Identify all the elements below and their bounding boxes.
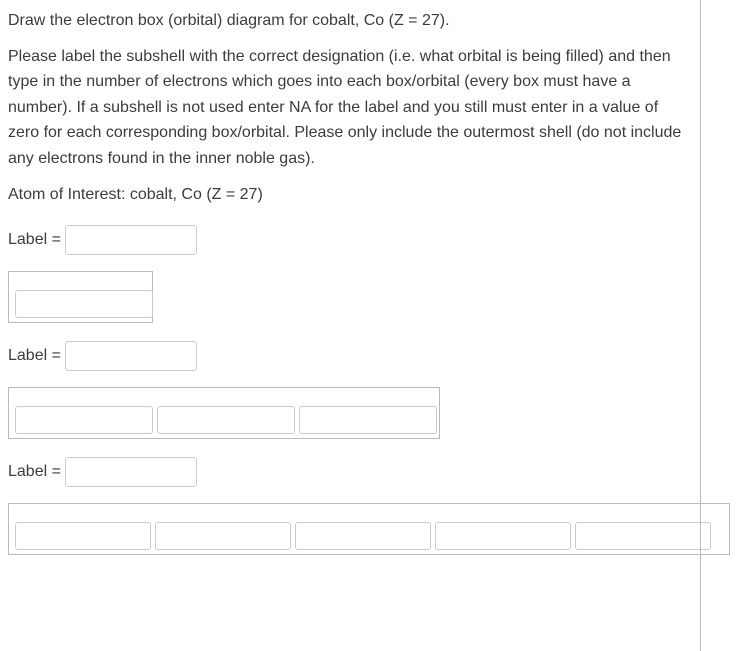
orbital-box-3-5[interactable]	[575, 522, 711, 550]
orbital-box-2-2[interactable]	[157, 406, 295, 434]
orbital-box-3-1[interactable]	[15, 522, 151, 550]
question-instructions: Please label the subshell with the corre…	[8, 44, 683, 172]
label-prefix-3: Label =	[8, 459, 61, 485]
orbital-box-3-4[interactable]	[435, 522, 571, 550]
subshell-label-input-1[interactable]	[65, 225, 197, 255]
subshell-label-input-2[interactable]	[65, 341, 197, 371]
orbital-box-2-3[interactable]	[299, 406, 437, 434]
label-row-2: Label =	[8, 341, 683, 371]
orbital-box-3-3[interactable]	[295, 522, 431, 550]
orbital-box-2-1[interactable]	[15, 406, 153, 434]
orbital-group-1	[8, 271, 153, 323]
orbital-group-3	[8, 503, 730, 555]
subshell-label-input-3[interactable]	[65, 457, 197, 487]
label-row-1: Label =	[8, 225, 683, 255]
label-prefix-1: Label =	[8, 227, 61, 253]
label-row-3: Label =	[8, 457, 683, 487]
orbital-group-2	[8, 387, 440, 439]
label-prefix-2: Label =	[8, 343, 61, 369]
atom-of-interest: Atom of Interest: cobalt, Co (Z = 27)	[8, 182, 683, 208]
orbital-box-3-2[interactable]	[155, 522, 291, 550]
orbital-box-1-1[interactable]	[15, 290, 153, 318]
question-title: Draw the electron box (orbital) diagram …	[8, 8, 683, 34]
vertical-divider	[700, 0, 701, 651]
